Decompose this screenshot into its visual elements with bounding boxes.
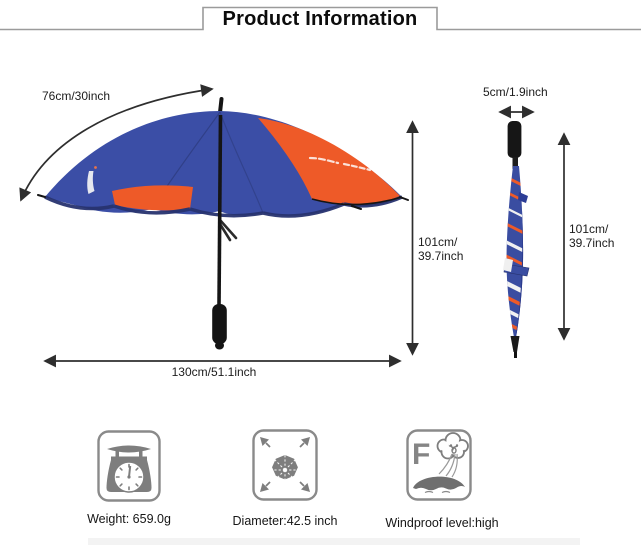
wind-force-letter: F — [412, 438, 430, 471]
brand-script-marks — [308, 156, 391, 176]
canopy-logo-dot — [94, 166, 97, 169]
closed-tip — [510, 336, 520, 352]
canopy-underside — [44, 195, 403, 218]
canopy-seam — [219, 111, 264, 214]
umbrella-handle — [212, 304, 227, 344]
umbrella-diameter-icon — [252, 429, 318, 501]
canopy-vent-orange — [112, 185, 193, 211]
wind-lines — [438, 453, 458, 478]
umbrella-shaft — [217, 114, 223, 307]
open-umbrella-illustration — [37, 97, 409, 350]
canopy-flap — [518, 192, 528, 203]
wind-umbrella-dome — [413, 476, 465, 491]
weight-label: Weight: 659.0g — [87, 512, 171, 526]
page-title: Product Information — [222, 8, 418, 30]
arc-dimension-arrow — [19, 84, 214, 202]
windproof-level-icon: F — [406, 429, 472, 501]
open-umbrella-width-dimension-label: 130cm/51.1inch — [171, 365, 257, 379]
rib — [311, 196, 403, 206]
open-umbrella-arc-dimension-label: 76cm/30inch — [42, 89, 111, 103]
open-umbrella-height-dimension-label: 101cm/ 39.7inch — [418, 235, 464, 263]
closed-neck — [512, 157, 518, 169]
closed-umbrella-illustration — [498, 105, 571, 358]
windproof-label: Windproof level:high — [385, 516, 499, 530]
umbrella-handle-cap — [215, 341, 224, 350]
header-rule — [0, 6, 641, 31]
wind-umbrella-base-lines — [424, 490, 451, 494]
closed-umbrella-width-dimension-label: 5cm/1.9inch — [483, 85, 548, 99]
diameter-label: Diameter:42.5 inch — [232, 514, 338, 528]
runner-strut — [218, 218, 238, 242]
bottom-shadow-strip — [88, 538, 580, 545]
closed-umbrella-height-dimension-label: 101cm/ 39.7inch — [569, 222, 615, 250]
closed-handle — [507, 121, 522, 158]
closed-tip-point — [514, 352, 517, 358]
weight-scale-icon — [97, 430, 161, 502]
canopy-strap-patch — [503, 258, 513, 272]
